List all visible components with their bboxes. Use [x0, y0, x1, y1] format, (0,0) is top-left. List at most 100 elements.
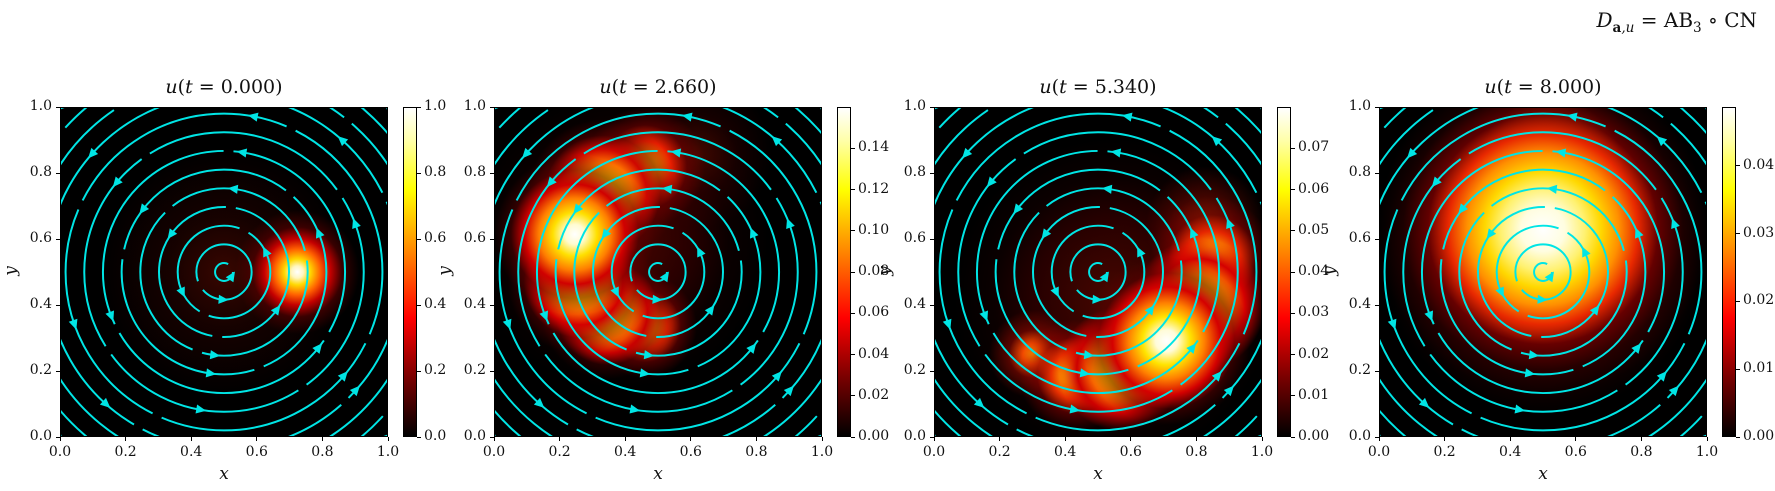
operator-symbol: D — [1596, 8, 1613, 32]
y-tick — [56, 172, 60, 174]
streamline-arrow-icon — [942, 318, 952, 330]
streamline-arrow-icon — [1656, 136, 1668, 147]
streamline-arrow-icon — [1041, 228, 1052, 240]
streamline-arrow-icon — [986, 176, 997, 188]
streamline-arrow-icon — [1223, 385, 1234, 397]
x-tick-label: 0.4 — [1499, 444, 1522, 460]
y-tick — [56, 304, 60, 306]
streamline-arrow-icon — [349, 385, 360, 397]
colorbar-tick-label: 0.2 — [424, 362, 447, 378]
streamline-arrow-icon — [1380, 108, 1384, 112]
y-tick-label: 0.4 — [1348, 296, 1371, 312]
streamline-arrow-icon — [1668, 385, 1679, 397]
streamline-arrow-icon — [1211, 136, 1223, 147]
x-tick-label: 0.8 — [311, 444, 334, 460]
colorbar-tick — [1291, 395, 1295, 397]
colorbar-tick-label: 0.00 — [1298, 428, 1330, 444]
y-tick — [930, 436, 934, 438]
streamline-arrow-icon — [502, 318, 512, 330]
y-tick-label: 1.0 — [463, 98, 486, 114]
colorbar — [403, 107, 417, 437]
streamline-arrow-icon — [1137, 246, 1146, 258]
y-tick-label: 0.0 — [1348, 428, 1371, 444]
y-tick-label: 0.2 — [903, 362, 926, 378]
x-tick-label: 0.2 — [1433, 444, 1456, 460]
colorbar-tick — [851, 436, 855, 438]
x-tick-label: 0.8 — [1630, 444, 1653, 460]
streamline-arrow-icon — [61, 431, 64, 436]
streamline-arrow-icon — [495, 108, 499, 112]
y-tick — [930, 304, 934, 306]
y-tick — [1375, 304, 1379, 306]
x-tick-label: 0.6 — [1564, 444, 1587, 460]
streamline-arrow-icon — [337, 136, 349, 147]
colorbar-tick — [1736, 300, 1740, 302]
streamline-arrow-icon — [1069, 404, 1081, 414]
streamline-arrow-icon — [670, 148, 682, 158]
colorbar-tick — [417, 238, 421, 240]
x-tick-label: 0.8 — [1185, 444, 1208, 460]
panel-title: u(t = 5.340) — [1039, 76, 1157, 98]
streamline-arrow-icon — [225, 271, 235, 283]
x-tick — [624, 437, 626, 441]
colorbar-tick — [1291, 436, 1295, 438]
streamline-arrow-icon — [661, 184, 673, 194]
colorbar-tick-label: 0.14 — [858, 139, 890, 156]
y-tick-label: 0.2 — [1348, 362, 1371, 378]
x-axis-label: x — [1538, 464, 1548, 484]
operator-subscript: a,u — [1612, 19, 1635, 36]
streamline-arrow-icon — [1566, 112, 1578, 122]
colorbar-tick — [1291, 312, 1295, 314]
colorbar-tick — [417, 106, 421, 108]
colorbar-tick-label: 0.03 — [1298, 304, 1330, 321]
streamline-arrow-icon — [99, 397, 111, 408]
colorbar-tick — [851, 395, 855, 397]
colorbar-tick — [417, 436, 421, 438]
figure-title: Da,u = AB3 ∘ CN — [1596, 8, 1757, 36]
streamline-arrow-icon — [539, 310, 549, 322]
x-axis-label: x — [653, 464, 663, 484]
y-tick — [490, 238, 494, 240]
panel-t8: u(t = 8.000) x y 0.0 0.2 0.4 0.6 0.8 1.0 0.0 0.… — [1320, 76, 1774, 484]
x-tick-label: 0.0 — [922, 444, 946, 460]
x-axis-label: x — [219, 464, 229, 484]
colorbar-tick-label: 0.12 — [858, 180, 890, 197]
streamlines-svg — [61, 108, 387, 436]
colorbar-tick-label: 0.04 — [1743, 156, 1775, 173]
streamline-arrow-icon — [935, 431, 938, 436]
colorbar-tick-label: 0.04 — [1298, 263, 1330, 279]
panel-title: u(t = 8.000) — [1484, 76, 1602, 98]
x-tick — [1261, 437, 1263, 441]
streamline-arrow-icon — [384, 108, 387, 113]
colorbar-tick — [417, 304, 421, 306]
streamline-arrow-icon — [1101, 184, 1113, 194]
x-tick — [321, 437, 323, 441]
panel-title: u(t = 2.660) — [599, 76, 717, 98]
colorbar-tick-label: 0.01 — [1298, 386, 1330, 403]
streamline-arrow-icon — [522, 147, 533, 159]
y-tick — [56, 106, 60, 108]
colorbar-tick — [851, 354, 855, 355]
streamline-arrow-icon — [383, 432, 387, 436]
streamline-arrow-icon — [771, 136, 783, 147]
streamline-arrow-icon — [1013, 203, 1024, 215]
streamline-arrow-icon — [139, 203, 150, 215]
streamline-arrow-icon — [1079, 368, 1091, 378]
y-tick-label: 0.2 — [29, 362, 52, 378]
colorbar-tick — [417, 172, 421, 174]
y-tick-label: 0.4 — [29, 296, 52, 312]
y-tick — [930, 370, 934, 372]
colorbar-tick-label: 0.06 — [1298, 180, 1330, 197]
colorbar-tick-label: 0.4 — [424, 296, 447, 312]
x-tick — [755, 437, 757, 441]
y-tick-label: 0.0 — [463, 428, 486, 444]
streamlines-svg — [1380, 108, 1706, 436]
colorbar-tick-label: 0.6 — [424, 230, 447, 246]
colorbar-tick-label: 0.04 — [858, 345, 890, 362]
colorbar-tick — [851, 147, 855, 149]
streamline-arrow-icon — [247, 112, 259, 122]
colorbar-tick-label: 0.8 — [424, 164, 447, 180]
colorbar-tick-label: 0.08 — [858, 263, 890, 279]
x-tick-label: 0.0 — [1367, 444, 1391, 460]
streamline-arrow-icon — [1631, 343, 1642, 354]
